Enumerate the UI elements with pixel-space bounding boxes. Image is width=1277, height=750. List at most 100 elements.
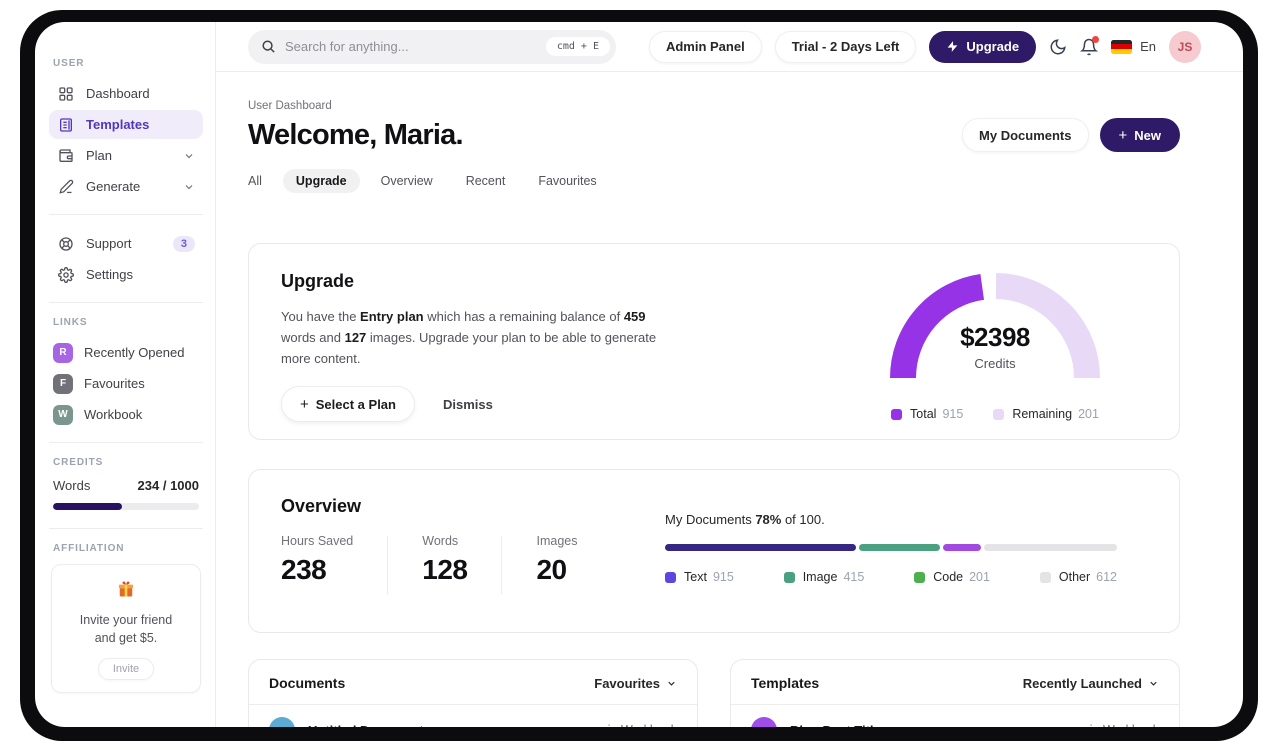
dark-mode-moon-icon[interactable] xyxy=(1049,38,1067,56)
user-avatar[interactable]: JS xyxy=(1169,30,1201,63)
sidebar-item-generate[interactable]: Generate xyxy=(49,172,203,201)
sidebar-item-plan[interactable]: Plan xyxy=(49,141,203,170)
template-avatar xyxy=(751,717,777,727)
sidebar-section-credits: CREDITS xyxy=(53,457,104,468)
invite-text: Invite your friend and get $5. xyxy=(79,613,173,646)
templates-card: Templates Recently Launched Blog Post Ti… xyxy=(730,659,1180,727)
language-label: En xyxy=(1140,39,1156,54)
page-title: Welcome, Maria. xyxy=(248,118,464,151)
german-flag-icon xyxy=(1111,39,1133,54)
language-selector[interactable]: En xyxy=(1111,39,1156,54)
dismiss-button[interactable]: Dismiss xyxy=(442,396,493,412)
legend-swatch xyxy=(1039,571,1051,583)
legend-swatch xyxy=(665,571,676,583)
invite-button[interactable]: Invite xyxy=(97,658,155,681)
gauge-label: Credits xyxy=(974,356,1016,371)
my-documents-button[interactable]: My Documents xyxy=(962,118,1089,152)
upgrade-card-title: Upgrade xyxy=(281,271,355,291)
tab-upgrade[interactable]: Upgrade xyxy=(282,169,360,193)
credits-row: Words 234 / 1000 xyxy=(53,478,199,493)
template-list-item[interactable]: Blog Post Title in Workbook xyxy=(731,705,1179,727)
sidebar-link-workbook[interactable]: W Workbook xyxy=(49,400,203,429)
sidebar-item-label: Dashboard xyxy=(86,86,150,101)
link-initial-badge: F xyxy=(53,373,73,394)
legend-item-text: Text 915 xyxy=(665,570,734,584)
gauge-center: $2398 Credits xyxy=(879,322,1111,371)
stat-hours-saved: Hours Saved 238 xyxy=(281,534,354,585)
admin-panel-button[interactable]: Admin Panel xyxy=(648,30,762,63)
gauge-chart xyxy=(890,273,1100,379)
topbar: Search for anything... cmd + E Admin Pan… xyxy=(216,22,1243,72)
select-plan-button[interactable]: + Select a Plan xyxy=(281,386,415,423)
filter-tabs: All Upgrade Overview Recent Favourites xyxy=(248,169,1243,193)
tab-favourites[interactable]: Favourites xyxy=(538,174,597,188)
sidebar-item-settings[interactable]: Settings xyxy=(49,260,203,289)
templates-filter-dropdown[interactable]: Recently Launched xyxy=(1023,676,1159,691)
legend-swatch xyxy=(783,571,795,583)
documents-card-title: Documents xyxy=(269,675,346,691)
sidebar-section-user: USER xyxy=(53,58,85,69)
sidebar-link-label: Workbook xyxy=(84,407,143,422)
bar-segment-other xyxy=(984,544,1117,551)
topbar-actions: Admin Panel Trial - 2 Days Left Upgrade xyxy=(648,30,1201,63)
gauge-value: $2398 xyxy=(960,322,1030,352)
sidebar-item-support[interactable]: Support 3 xyxy=(49,229,203,258)
new-button[interactable]: + New xyxy=(1099,118,1180,152)
sidebar-divider xyxy=(49,302,203,303)
tab-overview[interactable]: Overview xyxy=(380,174,433,188)
sidebar-link-favourites[interactable]: F Favourites xyxy=(49,369,203,398)
overview-card: Overview Hours Saved 238 Words 128 Image… xyxy=(248,469,1180,633)
document-location: in Workbook xyxy=(608,723,677,727)
affiliation-invite-card: Invite your friend and get $5. Invite xyxy=(51,564,201,694)
templates-card-title: Templates xyxy=(751,675,820,691)
template-title: Blog Post Title xyxy=(790,723,881,728)
documents-filter-dropdown[interactable]: Favourites xyxy=(594,676,677,691)
trial-status-button[interactable]: Trial - 2 Days Left xyxy=(774,30,917,63)
stat-divider xyxy=(501,536,503,594)
wallet-icon xyxy=(57,147,75,165)
dashboard-grid-icon xyxy=(57,85,75,103)
tab-all[interactable]: All xyxy=(248,174,262,188)
sidebar-item-dashboard[interactable]: Dashboard xyxy=(49,79,203,108)
sidebar-section-links: LINKS xyxy=(53,317,88,328)
document-avatar xyxy=(269,717,295,727)
chevron-down-icon xyxy=(1148,678,1159,689)
legend-item-total: Total 915 xyxy=(891,407,963,421)
sidebar-link-label: Favourites xyxy=(84,376,145,391)
sidebar-item-templates[interactable]: Templates xyxy=(49,110,203,139)
stat-images: Images 20 xyxy=(536,534,578,585)
sidebar-divider xyxy=(49,528,203,529)
bar-segment-code xyxy=(943,544,982,551)
document-title: Untitled Document xyxy=(308,723,424,728)
legend-item-image: Image 415 xyxy=(783,570,864,584)
document-list-item[interactable]: Untitled Document in Workbook xyxy=(249,705,697,727)
stat-words: Words 128 xyxy=(422,534,468,585)
sidebar: USER Dashboard Templates Plan xyxy=(35,22,216,727)
documents-progress-title: My Documents 78% of 100. xyxy=(665,512,825,527)
upgrade-button[interactable]: Upgrade xyxy=(929,30,1037,63)
title-row: Welcome, Maria. My Documents + New xyxy=(248,118,1180,152)
legend-swatch xyxy=(891,408,903,420)
overview-stats: Hours Saved 238 Words 128 Images 20 xyxy=(281,534,1147,594)
templates-document-icon xyxy=(57,116,75,134)
stat-divider xyxy=(387,536,389,594)
gauge-legend: Total 915 Remaining 201 xyxy=(879,407,1111,421)
search-shortcut-badge: cmd + E xyxy=(545,37,610,56)
bar-legend: Text 915 Image 415 Code 201 xyxy=(665,570,1117,584)
notification-dot xyxy=(1092,35,1100,43)
search-icon xyxy=(261,39,276,54)
app-window: USER Dashboard Templates Plan xyxy=(35,22,1243,727)
tab-recent[interactable]: Recent xyxy=(465,174,506,188)
legend-item-code: Code 201 xyxy=(914,570,990,584)
legend-swatch xyxy=(914,571,926,583)
sidebar-link-recently-opened[interactable]: R Recently Opened xyxy=(49,338,203,367)
lists-row: Documents Favourites Untitled Document i… xyxy=(248,659,1180,727)
device-frame: USER Dashboard Templates Plan xyxy=(20,10,1258,741)
search-input[interactable]: Search for anything... cmd + E xyxy=(248,29,616,64)
gift-icon xyxy=(116,579,136,599)
notifications-bell-icon[interactable] xyxy=(1080,35,1100,56)
support-count-badge: 3 xyxy=(172,235,195,252)
credits-type-label: Words xyxy=(53,478,91,493)
lightning-bolt-icon xyxy=(946,40,959,53)
stacked-progress-bar xyxy=(665,544,1117,551)
